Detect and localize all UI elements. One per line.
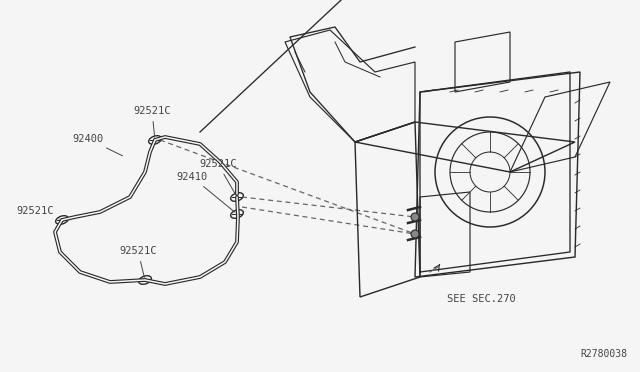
Text: SEE SEC.270: SEE SEC.270	[447, 294, 516, 304]
Text: 92410: 92410	[177, 172, 235, 212]
Text: 92400: 92400	[72, 134, 122, 156]
Circle shape	[411, 213, 419, 221]
Circle shape	[411, 230, 419, 238]
Text: 92521C: 92521C	[119, 246, 157, 277]
Text: R2780038: R2780038	[580, 349, 627, 359]
Text: 92521C: 92521C	[199, 159, 237, 195]
Text: 92521C: 92521C	[16, 206, 60, 219]
Text: 92521C: 92521C	[133, 106, 171, 137]
